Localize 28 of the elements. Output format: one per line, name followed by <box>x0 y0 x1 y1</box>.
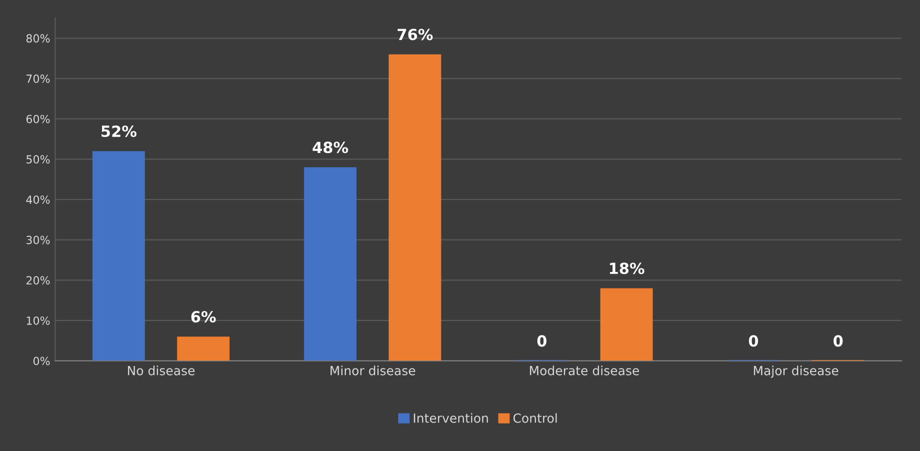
data-label: 0 <box>748 335 758 347</box>
x-tick-label: Minor disease <box>330 366 416 376</box>
x-tick-label: Moderate disease <box>530 366 639 376</box>
y-tick-label: 0% <box>33 356 50 366</box>
y-tick-label: 50% <box>26 155 50 164</box>
y-tick-label: 30% <box>26 236 50 244</box>
data-label: 0 <box>834 335 843 347</box>
bar <box>92 151 145 361</box>
data-label: 18% <box>610 262 644 274</box>
data-label: 76% <box>398 28 433 40</box>
y-tick-label: 10% <box>26 316 50 325</box>
bar <box>600 288 653 361</box>
data-label: 48% <box>312 142 348 154</box>
y-tick-label: 40% <box>26 195 50 204</box>
bar <box>304 167 357 361</box>
data-label: 6% <box>191 310 216 323</box>
y-tick-label: 20% <box>26 276 50 285</box>
y-tick-label: 60% <box>26 114 50 124</box>
y-tick-label: 70% <box>26 74 50 83</box>
bar <box>388 54 442 361</box>
legend-label: Control <box>513 413 557 423</box>
data-label: 52% <box>102 125 136 138</box>
x-tick-label: Major disease <box>754 366 838 378</box>
y-tick-label: 80% <box>26 34 50 43</box>
bar <box>177 336 230 361</box>
x-tick-label: No disease <box>128 366 195 376</box>
data-label: 0 <box>537 335 546 347</box>
legend-label: Intervention <box>414 413 488 423</box>
